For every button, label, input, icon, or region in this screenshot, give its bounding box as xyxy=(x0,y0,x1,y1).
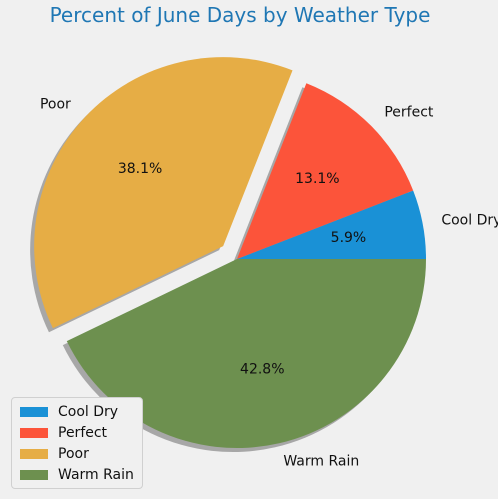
pie-slice-perfect xyxy=(237,83,414,259)
legend-swatch xyxy=(20,406,48,417)
legend-item-poor: Poor xyxy=(20,443,134,464)
pie-labels: Cool Dry 5.9% Perfect 13.1% Poor 38.1% Warm Ra… xyxy=(40,97,498,470)
slice-label-warm-rain: Warm Rain xyxy=(283,454,359,470)
legend-item-warm-rain: Warm Rain xyxy=(20,464,134,485)
slice-percent-cool-dry: 5.9% xyxy=(331,230,367,246)
pie-slice-warm-rain xyxy=(66,259,426,448)
legend-label: Cool Dry xyxy=(58,403,119,420)
pie-slice-cool-dry xyxy=(237,190,426,259)
slice-label-poor: Poor xyxy=(40,97,71,113)
legend: Cool Dry Perfect Poor Warm Rain xyxy=(11,397,143,489)
pie-slice-poor xyxy=(34,57,293,329)
legend-item-perfect: Perfect xyxy=(20,422,134,443)
slice-label-cool-dry: Cool Dry xyxy=(441,213,498,229)
slice-percent-warm-rain: 42.8% xyxy=(240,362,284,378)
slice-percent-perfect: 13.1% xyxy=(295,171,339,187)
legend-swatch xyxy=(20,427,48,438)
slice-label-perfect: Perfect xyxy=(384,104,434,120)
legend-label: Perfect xyxy=(58,424,108,441)
legend-swatch xyxy=(20,469,48,480)
legend-label: Poor xyxy=(58,445,89,462)
slice-percent-poor: 38.1% xyxy=(118,161,162,177)
legend-item-cool-dry: Cool Dry xyxy=(20,401,134,422)
legend-swatch xyxy=(20,448,48,459)
pie-slices xyxy=(34,57,426,448)
legend-label: Warm Rain xyxy=(58,466,134,483)
chart-title: Percent of June Days by Weather Type xyxy=(49,3,431,27)
